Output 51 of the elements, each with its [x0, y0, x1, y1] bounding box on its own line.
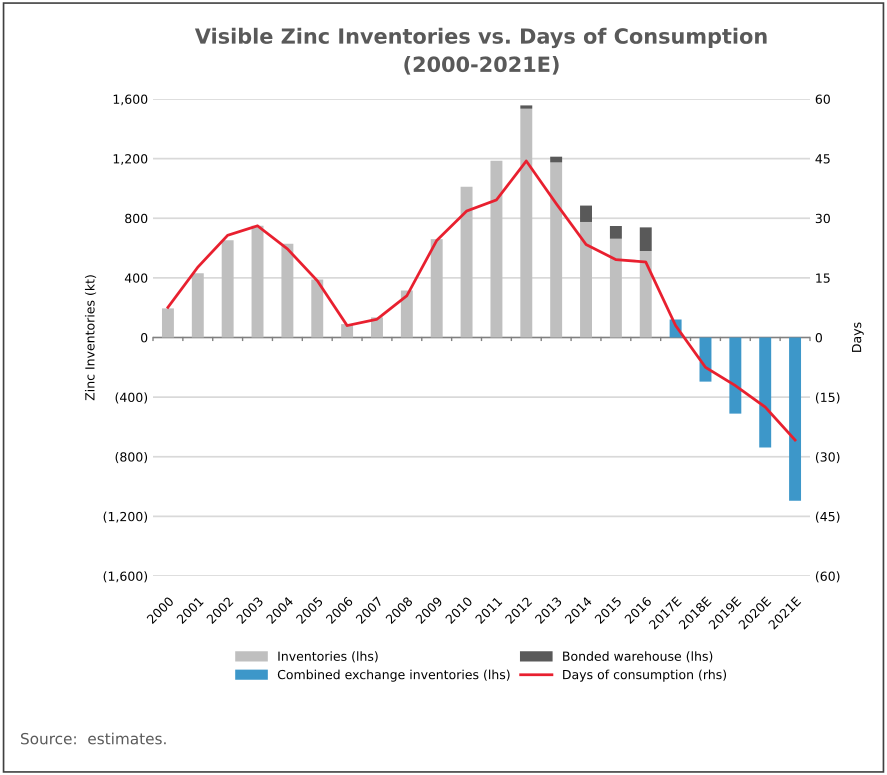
bar [520, 108, 532, 338]
y-tick-label: (1,600) [104, 571, 148, 582]
y2-tick-label: 0 [816, 332, 822, 342]
bar [789, 338, 802, 501]
y2-tick-label: 15 [816, 274, 830, 283]
y-tick-label: 1,200 [114, 154, 148, 165]
bar [311, 280, 324, 338]
bar [430, 239, 443, 338]
y-tick-label: 800 [125, 214, 148, 224]
y2-tick-label: (60) [816, 571, 840, 582]
line-series [166, 160, 796, 442]
bar [281, 244, 294, 338]
bar [550, 156, 562, 162]
bar [520, 105, 532, 109]
y-tick-label: (800) [116, 452, 148, 464]
y2-tick-label: 60 [816, 94, 830, 104]
bar [640, 227, 652, 252]
legend-label: Days of consumption (rhs) [563, 670, 726, 682]
y2-tick-label: (30) [816, 452, 840, 464]
bar [580, 206, 592, 222]
y2-tick-label: 30 [816, 214, 830, 224]
bar [700, 338, 712, 382]
y-tick-label: 400 [124, 273, 148, 283]
legend-label: Combined exchange inventories (lhs) [278, 670, 510, 682]
bar [610, 226, 622, 239]
bar [729, 338, 742, 414]
bar [162, 308, 174, 338]
bar [460, 186, 473, 338]
source-note: Source: estimates. [21, 732, 166, 744]
bar [640, 251, 652, 338]
bar [192, 273, 204, 338]
bar [252, 226, 264, 338]
y-tick-label: 1,600 [114, 94, 148, 106]
bar [400, 290, 413, 338]
y2-tick-label: 45 [815, 154, 830, 164]
y-axis-title: Zinc Inventories (kt) [84, 275, 96, 400]
bar [222, 240, 234, 338]
y2-axis-title: Days [852, 322, 864, 352]
legend-label: Inventories (lhs) [278, 651, 378, 662]
y2-tick-label: (45) [816, 512, 840, 523]
bar [550, 162, 562, 338]
bar [490, 160, 502, 338]
chart-title: Visible Zinc Inventories vs. Days of Consumption (2000-2021E) [194, 28, 767, 75]
bar [759, 338, 772, 448]
y-tick-label: (1,200) [104, 512, 148, 523]
bar [580, 222, 592, 338]
y-tick-label: (400) [116, 392, 148, 404]
bar [610, 238, 622, 338]
y2-tick-label: (15) [816, 392, 840, 404]
legend-label: Bonded warehouse (lhs) [563, 651, 712, 662]
y-tick-label: 0 [141, 332, 148, 342]
